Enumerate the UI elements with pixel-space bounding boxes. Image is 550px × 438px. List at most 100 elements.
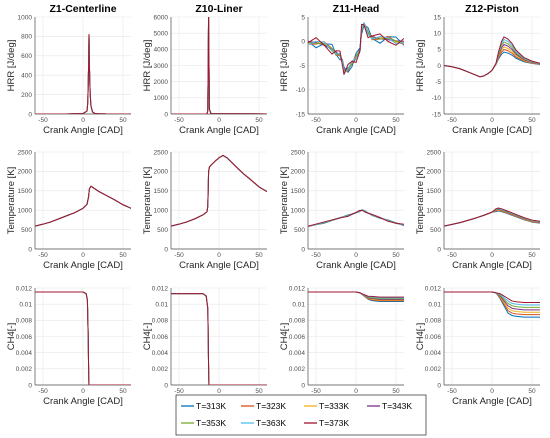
y-tick-label: 1000: [18, 208, 33, 215]
x-tick-label: 0: [490, 117, 494, 124]
y-tick-label: 0.006: [152, 334, 169, 341]
subplot-p9: -50 0 50 0 0.002 0.004 0.006 0.008 0.01 0.012 Cran…: [6, 285, 131, 407]
x-axis-label: Crank Angle [CAD]: [316, 260, 396, 271]
subplot-p1: -50 0 50 0 200 400 600 800 1000 Z1-Centerline Cran…: [6, 3, 131, 136]
x-tick-label: 0: [81, 388, 85, 395]
x-tick-label: 0: [217, 388, 221, 395]
y-tick-label: 0.008: [16, 318, 33, 325]
y-tick-label: 0: [164, 111, 168, 118]
legend-label: T=323K: [256, 401, 286, 411]
y-tick-label: 0: [164, 382, 168, 389]
y-tick-label: 500: [294, 227, 305, 234]
series-group: [444, 36, 540, 78]
y-tick-label: 2000: [154, 169, 169, 176]
x-tick-label: -50: [447, 117, 457, 124]
y-tick-label: 0: [301, 246, 305, 253]
y-tick-label: 2000: [427, 169, 442, 176]
series-line-T=373K: [444, 291, 540, 304]
y-tick-label: -10: [296, 87, 306, 94]
y-tick-label: 2500: [427, 149, 442, 156]
y-tick-label: 0.012: [425, 285, 442, 292]
series-line-T=373K: [171, 17, 267, 114]
legend-label: T=333K: [319, 401, 349, 411]
y-tick-label: 10: [434, 30, 442, 37]
y-tick-label: -15: [432, 111, 442, 118]
y-tick-label: 0.008: [289, 318, 306, 325]
series-line-T=373K: [35, 33, 131, 114]
series-line-T=373K: [444, 207, 540, 227]
y-tick-label: 2500: [18, 149, 33, 156]
x-tick-label: 50: [119, 252, 127, 259]
legend-box: [175, 394, 427, 436]
y-axis-label: Temperature [K]: [142, 167, 153, 235]
x-tick-label: 50: [392, 388, 400, 395]
y-tick-label: 1000: [427, 208, 442, 215]
x-tick-label: -50: [38, 117, 48, 124]
y-axis-label: HRR [J/deg]: [142, 40, 153, 92]
x-tick-label: 50: [528, 117, 536, 124]
y-axis-label: Temperature [K]: [279, 167, 290, 235]
y-tick-label: 500: [430, 227, 441, 234]
x-tick-label: 50: [528, 252, 536, 259]
y-tick-label: 2000: [291, 169, 306, 176]
y-tick-label: 5: [437, 47, 441, 54]
y-tick-label: 2500: [291, 149, 306, 156]
x-tick-label: -50: [174, 388, 184, 395]
y-tick-label: 0.008: [152, 318, 169, 325]
y-tick-label: 0.01: [292, 301, 305, 308]
y-axis-label: CH4[-]: [6, 323, 17, 350]
y-tick-label: 0.01: [19, 301, 32, 308]
y-tick-label: 3000: [154, 63, 169, 70]
y-tick-label: 0: [28, 111, 32, 118]
y-tick-label: 2000: [154, 79, 169, 86]
x-axis-label: Crank Angle [CAD]: [43, 396, 123, 407]
y-tick-label: 1000: [18, 14, 33, 21]
y-tick-label: 5000: [154, 30, 169, 37]
x-tick-label: -50: [174, 117, 184, 124]
y-tick-label: 200: [21, 92, 32, 99]
y-axis-label: CH4[-]: [142, 323, 153, 350]
y-tick-label: 15: [434, 14, 442, 21]
series-group: [444, 291, 540, 318]
x-axis-label: Crank Angle [CAD]: [452, 125, 532, 136]
x-tick-label: 50: [255, 388, 263, 395]
legend: T=313K T=323K T=333K T=343K T=353K T=363K T=37…: [175, 394, 427, 436]
y-axis-label: Temperature [K]: [415, 167, 426, 235]
y-tick-label: 0.01: [155, 301, 168, 308]
x-axis-label: Crank Angle [CAD]: [452, 396, 532, 407]
y-tick-label: 0: [301, 39, 305, 46]
y-tick-label: 0.006: [16, 334, 33, 341]
series-group: [444, 207, 540, 227]
series-line-T=373K: [308, 209, 404, 227]
y-tick-label: 0: [437, 63, 441, 70]
y-tick-label: 0.004: [16, 350, 33, 357]
x-tick-label: 0: [81, 252, 85, 259]
y-tick-label: 0.006: [289, 334, 306, 341]
x-tick-label: 0: [354, 388, 358, 395]
series-line-T=373K: [35, 291, 131, 385]
y-tick-label: 1500: [18, 188, 33, 195]
y-tick-label: 500: [21, 227, 32, 234]
y-tick-label: 0: [437, 246, 441, 253]
y-axis-label: CH4[-]: [279, 323, 290, 350]
series-line-T=373K: [171, 154, 267, 227]
series-group: [308, 291, 404, 302]
x-tick-label: -50: [311, 252, 321, 259]
y-tick-label: 6000: [154, 14, 169, 21]
y-axis-label: HRR [J/deg]: [279, 40, 290, 92]
y-tick-label: 0.004: [152, 350, 169, 357]
y-tick-label: 0.01: [428, 301, 441, 308]
x-tick-label: 50: [119, 388, 127, 395]
subplot-title: Z1-Centerline: [49, 3, 116, 15]
y-tick-label: -15: [296, 111, 306, 118]
subplot-p12: -50 0 50 0 0.002 0.004 0.006 0.008 0.01 0.012 Cran…: [415, 285, 540, 407]
y-tick-label: 0.004: [289, 350, 306, 357]
series-group: [171, 293, 267, 385]
y-axis-label: HRR [J/deg]: [415, 40, 426, 92]
y-tick-label: 5: [301, 14, 305, 21]
x-axis-label: Crank Angle [CAD]: [452, 260, 532, 271]
series-line-T=373K: [308, 23, 404, 75]
